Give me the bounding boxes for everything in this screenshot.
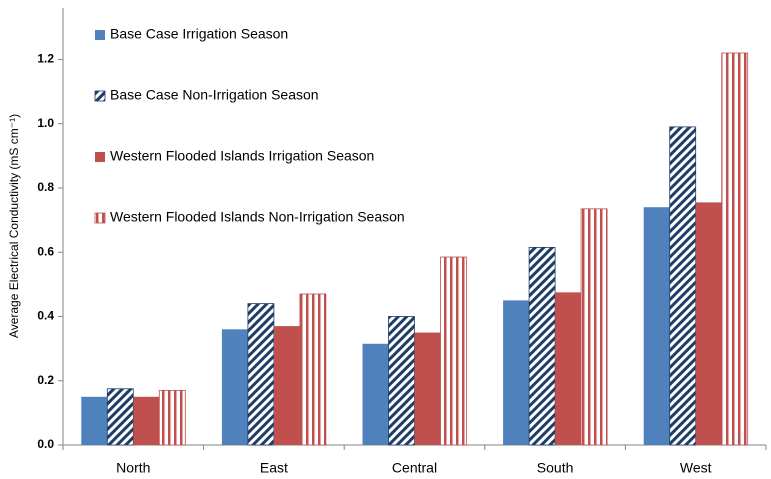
legend-label: Base Case Non-Irrigation Season xyxy=(110,87,319,103)
y-tick-label: 1.2 xyxy=(37,52,54,66)
legend-label: Western Flooded Islands Non-Irrigation S… xyxy=(110,209,405,225)
y-tick-label: 0.8 xyxy=(37,180,54,194)
bar xyxy=(388,316,415,446)
bar xyxy=(440,256,467,446)
y-tick-label: 0.4 xyxy=(37,309,54,323)
bar xyxy=(81,396,108,445)
bar xyxy=(669,126,697,446)
bar xyxy=(106,388,134,446)
bar xyxy=(414,332,441,445)
y-tick-label: 0.6 xyxy=(37,244,54,258)
y-tick-label: 0.0 xyxy=(37,437,54,451)
y-tick-label: 1.0 xyxy=(37,116,54,130)
legend-swatch xyxy=(94,212,106,224)
y-axis-label: Average Electrical Conductivity (mS cm⁻¹… xyxy=(7,114,21,338)
x-tick-label: South xyxy=(537,460,574,476)
legend-swatch xyxy=(94,90,106,102)
bar xyxy=(133,396,160,445)
y-tick-label: 0.2 xyxy=(37,373,54,387)
bar xyxy=(643,207,670,445)
bar xyxy=(221,329,248,445)
bar xyxy=(158,389,186,446)
x-tick-label: Central xyxy=(392,460,437,476)
bar xyxy=(555,292,582,445)
bar xyxy=(695,202,722,445)
bar xyxy=(247,303,275,446)
bar xyxy=(528,246,556,446)
x-tick-label: East xyxy=(260,460,288,476)
legend-label: Base Case Irrigation Season xyxy=(110,26,288,42)
bar xyxy=(580,208,608,446)
x-tick-label: West xyxy=(680,460,712,476)
bar xyxy=(362,343,389,445)
legend-label: Western Flooded Islands Irrigation Seaso… xyxy=(110,148,374,164)
x-tick-label: North xyxy=(116,460,150,476)
bar xyxy=(503,300,530,445)
bar xyxy=(273,326,300,445)
bar xyxy=(721,52,749,446)
legend-swatch xyxy=(95,30,105,40)
bar xyxy=(299,293,327,446)
legend-swatch xyxy=(95,152,105,162)
